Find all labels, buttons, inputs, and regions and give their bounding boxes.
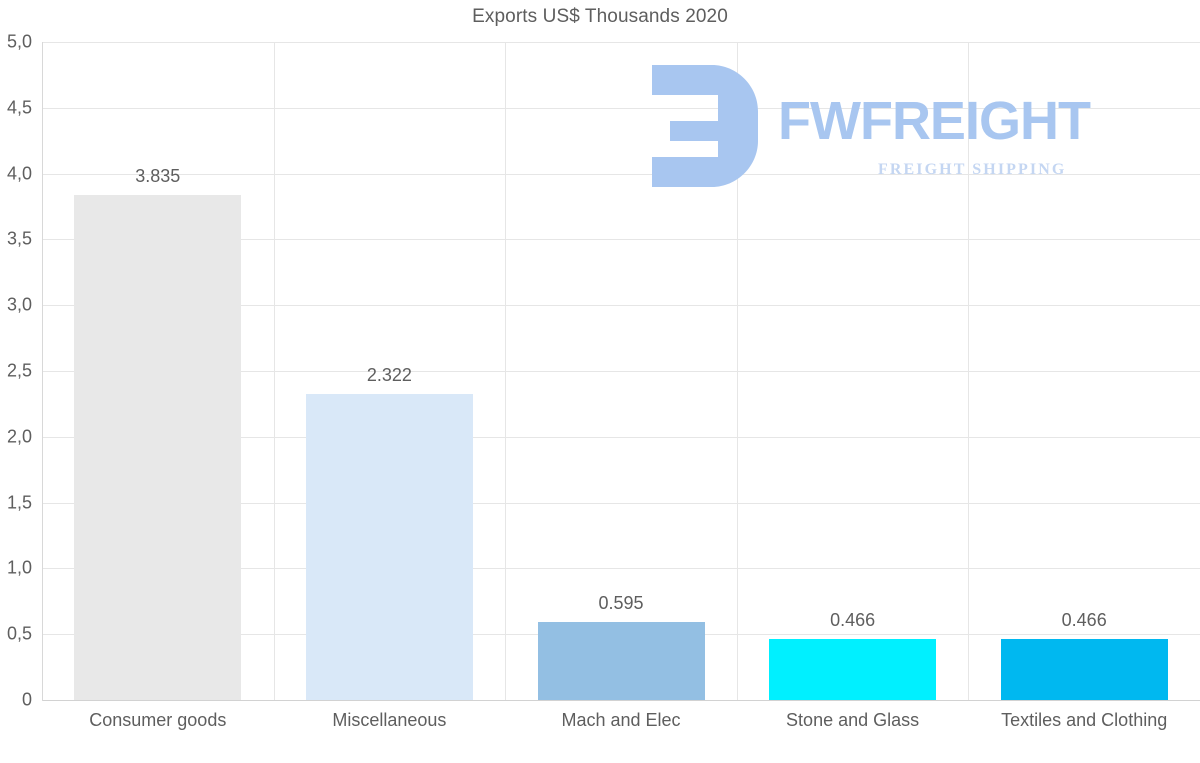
y-axis-line bbox=[42, 42, 43, 701]
bar[interactable] bbox=[74, 195, 242, 700]
x-axis-category-label: Mach and Elec bbox=[561, 710, 681, 730]
bar-value-label: 0.595 bbox=[598, 592, 644, 613]
y-axis-tick-label: 2,5 bbox=[6, 360, 32, 381]
chart-title: Exports US$ Thousands 2020 bbox=[472, 6, 728, 27]
gridline-horizontal bbox=[42, 700, 1200, 701]
gridline-horizontal bbox=[42, 568, 1200, 570]
gridline-horizontal bbox=[42, 173, 1200, 175]
gridline-horizontal bbox=[42, 239, 1200, 241]
plot-area bbox=[42, 42, 1200, 701]
gridline-horizontal bbox=[42, 42, 1200, 43]
bar-value-label: 0.466 bbox=[1061, 609, 1107, 630]
bar-value-label: 2.322 bbox=[366, 365, 412, 386]
gridline-vertical bbox=[274, 42, 275, 700]
y-axis-tick-label: 1,5 bbox=[6, 492, 32, 513]
x-axis-category-label: Textiles and Clothing bbox=[1001, 710, 1168, 730]
y-axis-tick-label: 3,0 bbox=[6, 294, 32, 315]
y-axis-tick-label: 1,0 bbox=[6, 557, 32, 578]
x-axis-category-label: Stone and Glass bbox=[786, 710, 920, 730]
bar-value-label: 3.835 bbox=[135, 166, 181, 187]
x-axis-category-label: Miscellaneous bbox=[332, 710, 447, 730]
y-axis-tick-label: 5,0 bbox=[6, 31, 32, 52]
y-axis-tick-label: 4,0 bbox=[6, 163, 32, 184]
gridline-horizontal bbox=[42, 502, 1200, 504]
gridline-vertical bbox=[968, 42, 969, 700]
bar[interactable] bbox=[1000, 638, 1168, 700]
bar[interactable] bbox=[537, 621, 705, 700]
gridline-horizontal bbox=[42, 436, 1200, 438]
y-axis-tick-label: 3,5 bbox=[6, 228, 32, 249]
y-axis-tick-label: 4,5 bbox=[6, 97, 32, 118]
y-axis-tick-label: 0,5 bbox=[6, 623, 32, 644]
gridline-horizontal bbox=[42, 107, 1200, 109]
bar-value-label: 0.466 bbox=[830, 609, 876, 630]
gridline-horizontal bbox=[42, 305, 1200, 307]
bar[interactable] bbox=[769, 638, 937, 700]
gridline-vertical bbox=[505, 42, 506, 700]
y-axis-tick-label: 2,0 bbox=[6, 426, 32, 447]
gridline-horizontal bbox=[42, 371, 1200, 372]
x-axis-category-label: Consumer goods bbox=[89, 710, 227, 730]
y-axis-tick-label: 0 bbox=[21, 689, 32, 710]
bar[interactable] bbox=[305, 394, 473, 700]
gridline-vertical bbox=[737, 42, 738, 700]
